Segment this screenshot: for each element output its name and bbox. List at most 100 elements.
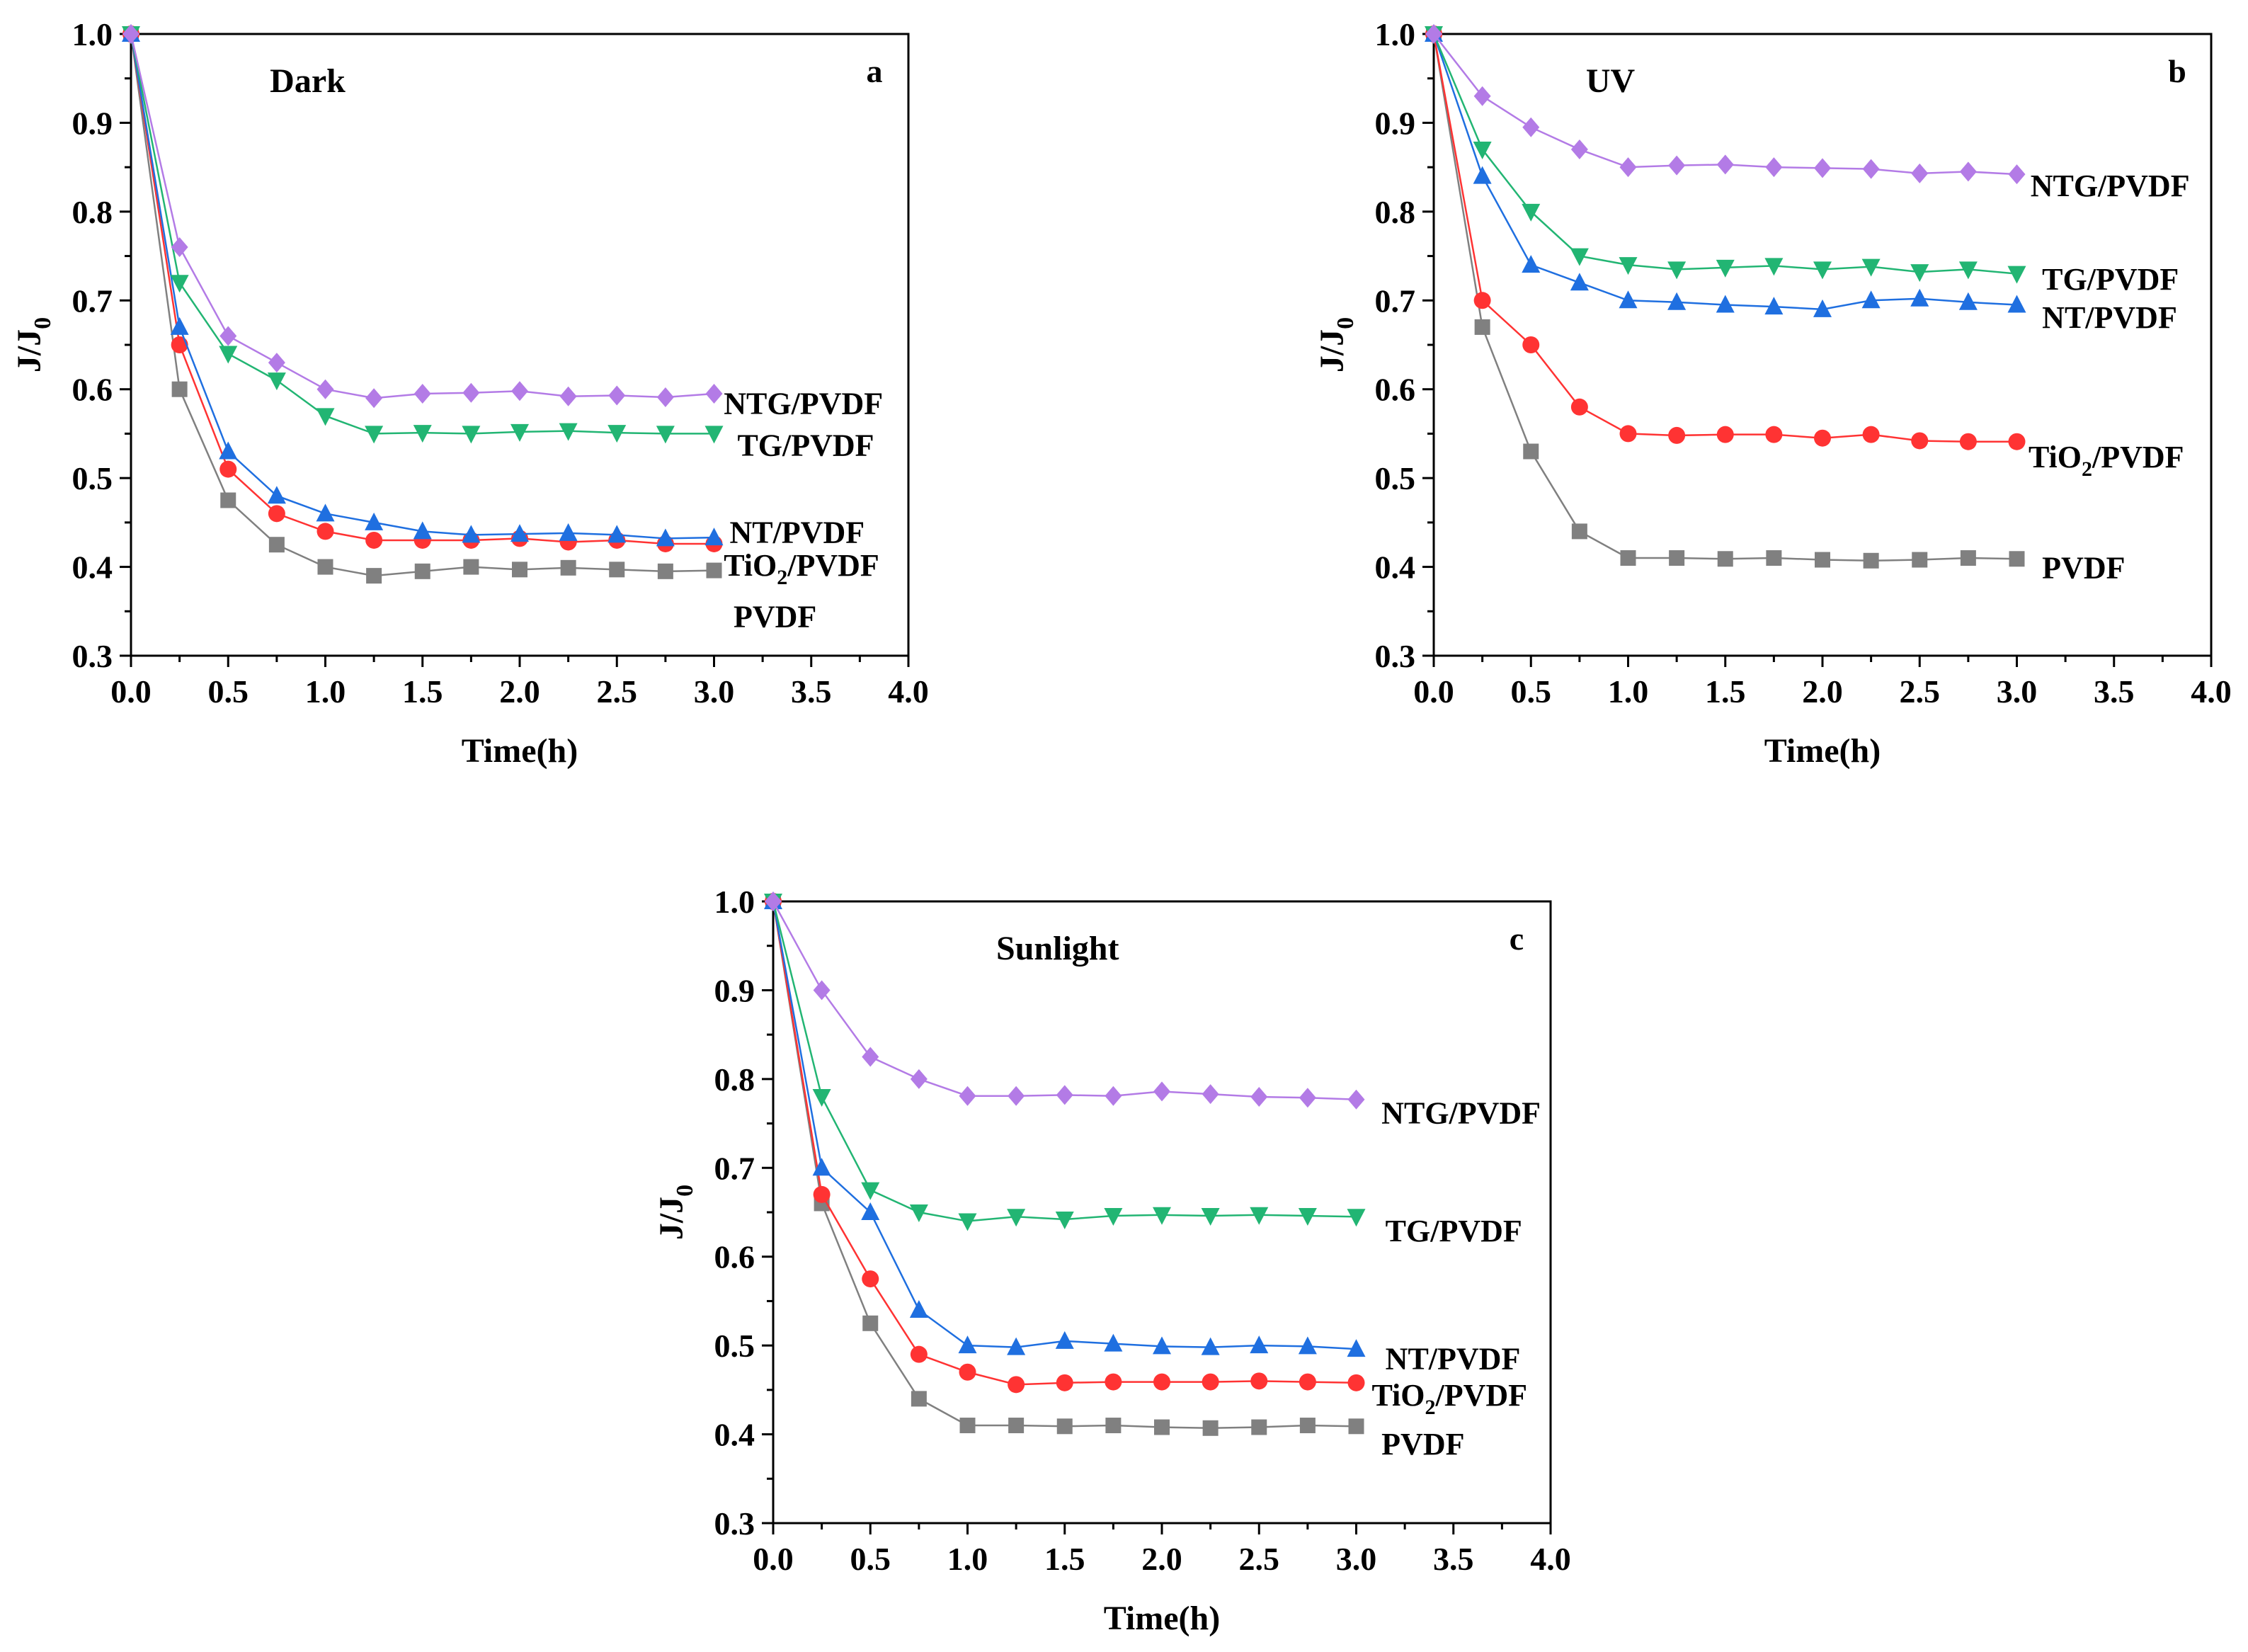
data-point [1716,426,1734,443]
y-axis-title-subscript: 0 [1333,317,1359,329]
data-point [1299,1373,1316,1391]
data-point [813,980,831,1001]
data-point [365,426,384,444]
data-point [1716,154,1734,175]
series-label: NT/PVDF [1386,1342,1521,1377]
data-point [657,563,673,579]
series-label-main: NT/PVDF [729,515,865,549]
data-point [2009,551,2025,567]
x-axis-title: Time(h) [1104,1600,1220,1637]
data-point [1522,117,1540,137]
data-point [812,1158,831,1176]
data-point [1764,258,1784,276]
series-ntg-pvdf: NTG/PVDF [122,24,883,421]
data-point [413,425,432,443]
x-tick-label: 0.5 [1511,673,1552,710]
data-point [1347,1339,1366,1357]
data-point [268,353,285,373]
x-tick-label: 3.0 [1997,673,2038,710]
data-point [959,1086,976,1106]
series-label-main: TG/PVDF [737,428,874,462]
data-point [656,426,675,444]
series-label-main: NTG/PVDF [724,387,883,421]
series-label: TiO2/PVDF [1371,1378,1527,1419]
y-tick-label: 0.8 [1375,194,1416,230]
y-axis-title-subscript: 0 [30,317,56,329]
data-point [656,387,674,408]
data-point [1570,398,1588,416]
data-point [1105,1373,1122,1391]
data-point [1522,255,1541,273]
data-point [1668,426,1686,444]
data-point [1814,429,1831,447]
series-label-subscript: 2 [777,566,787,589]
panel-title: UV [1586,62,1636,100]
data-point [1619,425,1637,443]
series-label-main: TG/PVDF [1386,1214,1522,1248]
y-tick-label: 0.4 [1375,549,1416,586]
series-label: NTG/PVDF [2031,169,2190,203]
data-point [1912,552,1928,568]
series-tg-pvdf: TG/PVDF [764,894,1522,1248]
data-point [1425,24,1442,44]
series-label-subscript: 2 [2082,457,2092,481]
data-point [1764,297,1784,315]
data-point [959,1418,976,1434]
x-axis-title: Time(h) [462,732,578,770]
series-pvdf: PVDF [123,26,816,634]
data-point [267,372,286,391]
series-label-main: NT/PVDF [1386,1342,1521,1377]
series-nt-pvdf: NT/PVDF [1425,24,2177,335]
data-point [813,1185,831,1203]
data-point [1862,159,1880,179]
x-tick-label: 1.5 [1705,673,1746,710]
data-point [365,531,383,549]
data-point [1153,1373,1170,1391]
data-point [559,386,577,406]
series-label: TG/PVDF [737,428,874,462]
x-tick-label: 1.5 [402,673,443,710]
y-tick-label: 1.0 [714,884,755,920]
data-point [1960,550,1976,566]
x-tick-label: 0.5 [850,1541,891,1577]
data-point [1473,142,1492,160]
data-point [1959,161,1977,182]
data-point [316,408,335,426]
x-tick-label: 2.0 [1802,673,1843,710]
data-point [1473,292,1491,309]
series-nt-pvdf: NT/PVDF [764,891,1520,1377]
data-point [1250,1335,1269,1354]
data-point [1571,523,1587,540]
x-tick-label: 0.0 [753,1541,794,1577]
panel-letter: a [867,53,883,89]
data-point [1861,258,1881,277]
data-point [909,1299,928,1318]
series-tg-pvdf: TG/PVDF [1425,26,2179,297]
y-tick-label: 0.7 [72,283,113,319]
data-point [413,521,432,540]
data-point [1299,1088,1316,1108]
series-ntg-pvdf: NTG/PVDF [1425,24,2190,203]
data-point [1056,1418,1073,1435]
y-tick-label: 0.8 [72,194,113,230]
data-point [1667,292,1687,310]
y-tick-label: 1.0 [1375,16,1416,52]
y-tick-label: 0.6 [1375,372,1416,408]
data-point [1619,257,1638,275]
data-point [510,524,529,542]
data-point [1910,264,1929,283]
data-point [861,1182,880,1200]
data-point [910,1069,928,1089]
series-label: TiO2/PVDF [724,548,879,589]
data-point [512,562,527,578]
x-tick-label: 3.0 [694,673,735,710]
data-point [2008,164,2026,185]
data-point [862,1270,879,1288]
data-point [2007,295,2026,313]
data-point [862,1047,879,1067]
series-label-main: TiO [724,548,777,583]
data-point [1716,295,1735,313]
data-point [1250,1372,1268,1390]
data-point [1008,1086,1025,1106]
x-tick-label: 2.0 [1141,1541,1182,1577]
